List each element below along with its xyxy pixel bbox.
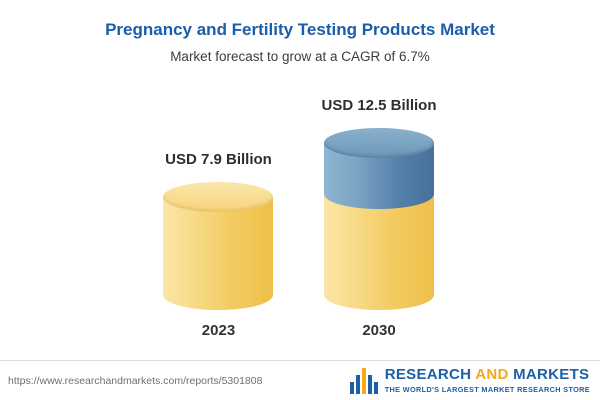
bar-group-2023: USD 7.9 Billion 2023 bbox=[163, 151, 274, 339]
logo-tagline: THE WORLD'S LARGEST MARKET RESEARCH STOR… bbox=[384, 385, 590, 395]
logo-text: RESEARCH AND MARKETS THE WORLD'S LARGEST… bbox=[384, 365, 590, 395]
axis-label-2030: 2030 bbox=[362, 322, 396, 339]
report-url-link[interactable]: https://www.researchandmarkets.com/repor… bbox=[8, 374, 263, 387]
footer: https://www.researchandmarkets.com/repor… bbox=[0, 360, 600, 400]
chart-area: USD 7.9 Billion 2023 USD 12.5 Billion 20… bbox=[0, 80, 600, 345]
research-and-markets-logo[interactable]: RESEARCH AND MARKETS THE WORLD'S LARGEST… bbox=[349, 365, 590, 395]
chart-header: Pregnancy and Fertility Testing Products… bbox=[0, 0, 600, 64]
cylinder-bar-2023 bbox=[163, 182, 274, 310]
cylinder-top-2030 bbox=[324, 128, 434, 158]
page-subtitle: Market forecast to grow at a CAGR of 6.7… bbox=[170, 49, 430, 64]
axis-label-2023: 2023 bbox=[201, 322, 236, 339]
cylinder-body-2023 bbox=[163, 197, 274, 310]
bar-group-2030: USD 12.5 Billion 2030 bbox=[321, 97, 436, 339]
cylinder-bar-2030 bbox=[324, 128, 434, 310]
value-label-2030: USD 12.5 Billion bbox=[321, 97, 437, 114]
cylinder-top-2023 bbox=[163, 182, 274, 212]
logo-wordmark: RESEARCH AND MARKETS bbox=[384, 365, 590, 384]
logo-word-markets: MARKETS bbox=[513, 365, 590, 383]
logo-word-research: RESEARCH bbox=[384, 365, 472, 383]
value-label-2023: USD 7.9 Billion bbox=[165, 151, 272, 168]
logo-word-and: AND bbox=[475, 365, 509, 383]
page-title: Pregnancy and Fertility Testing Products… bbox=[105, 20, 495, 39]
cylinder-segment-yellow-2030 bbox=[324, 194, 434, 310]
logo-bars-icon bbox=[349, 367, 378, 394]
